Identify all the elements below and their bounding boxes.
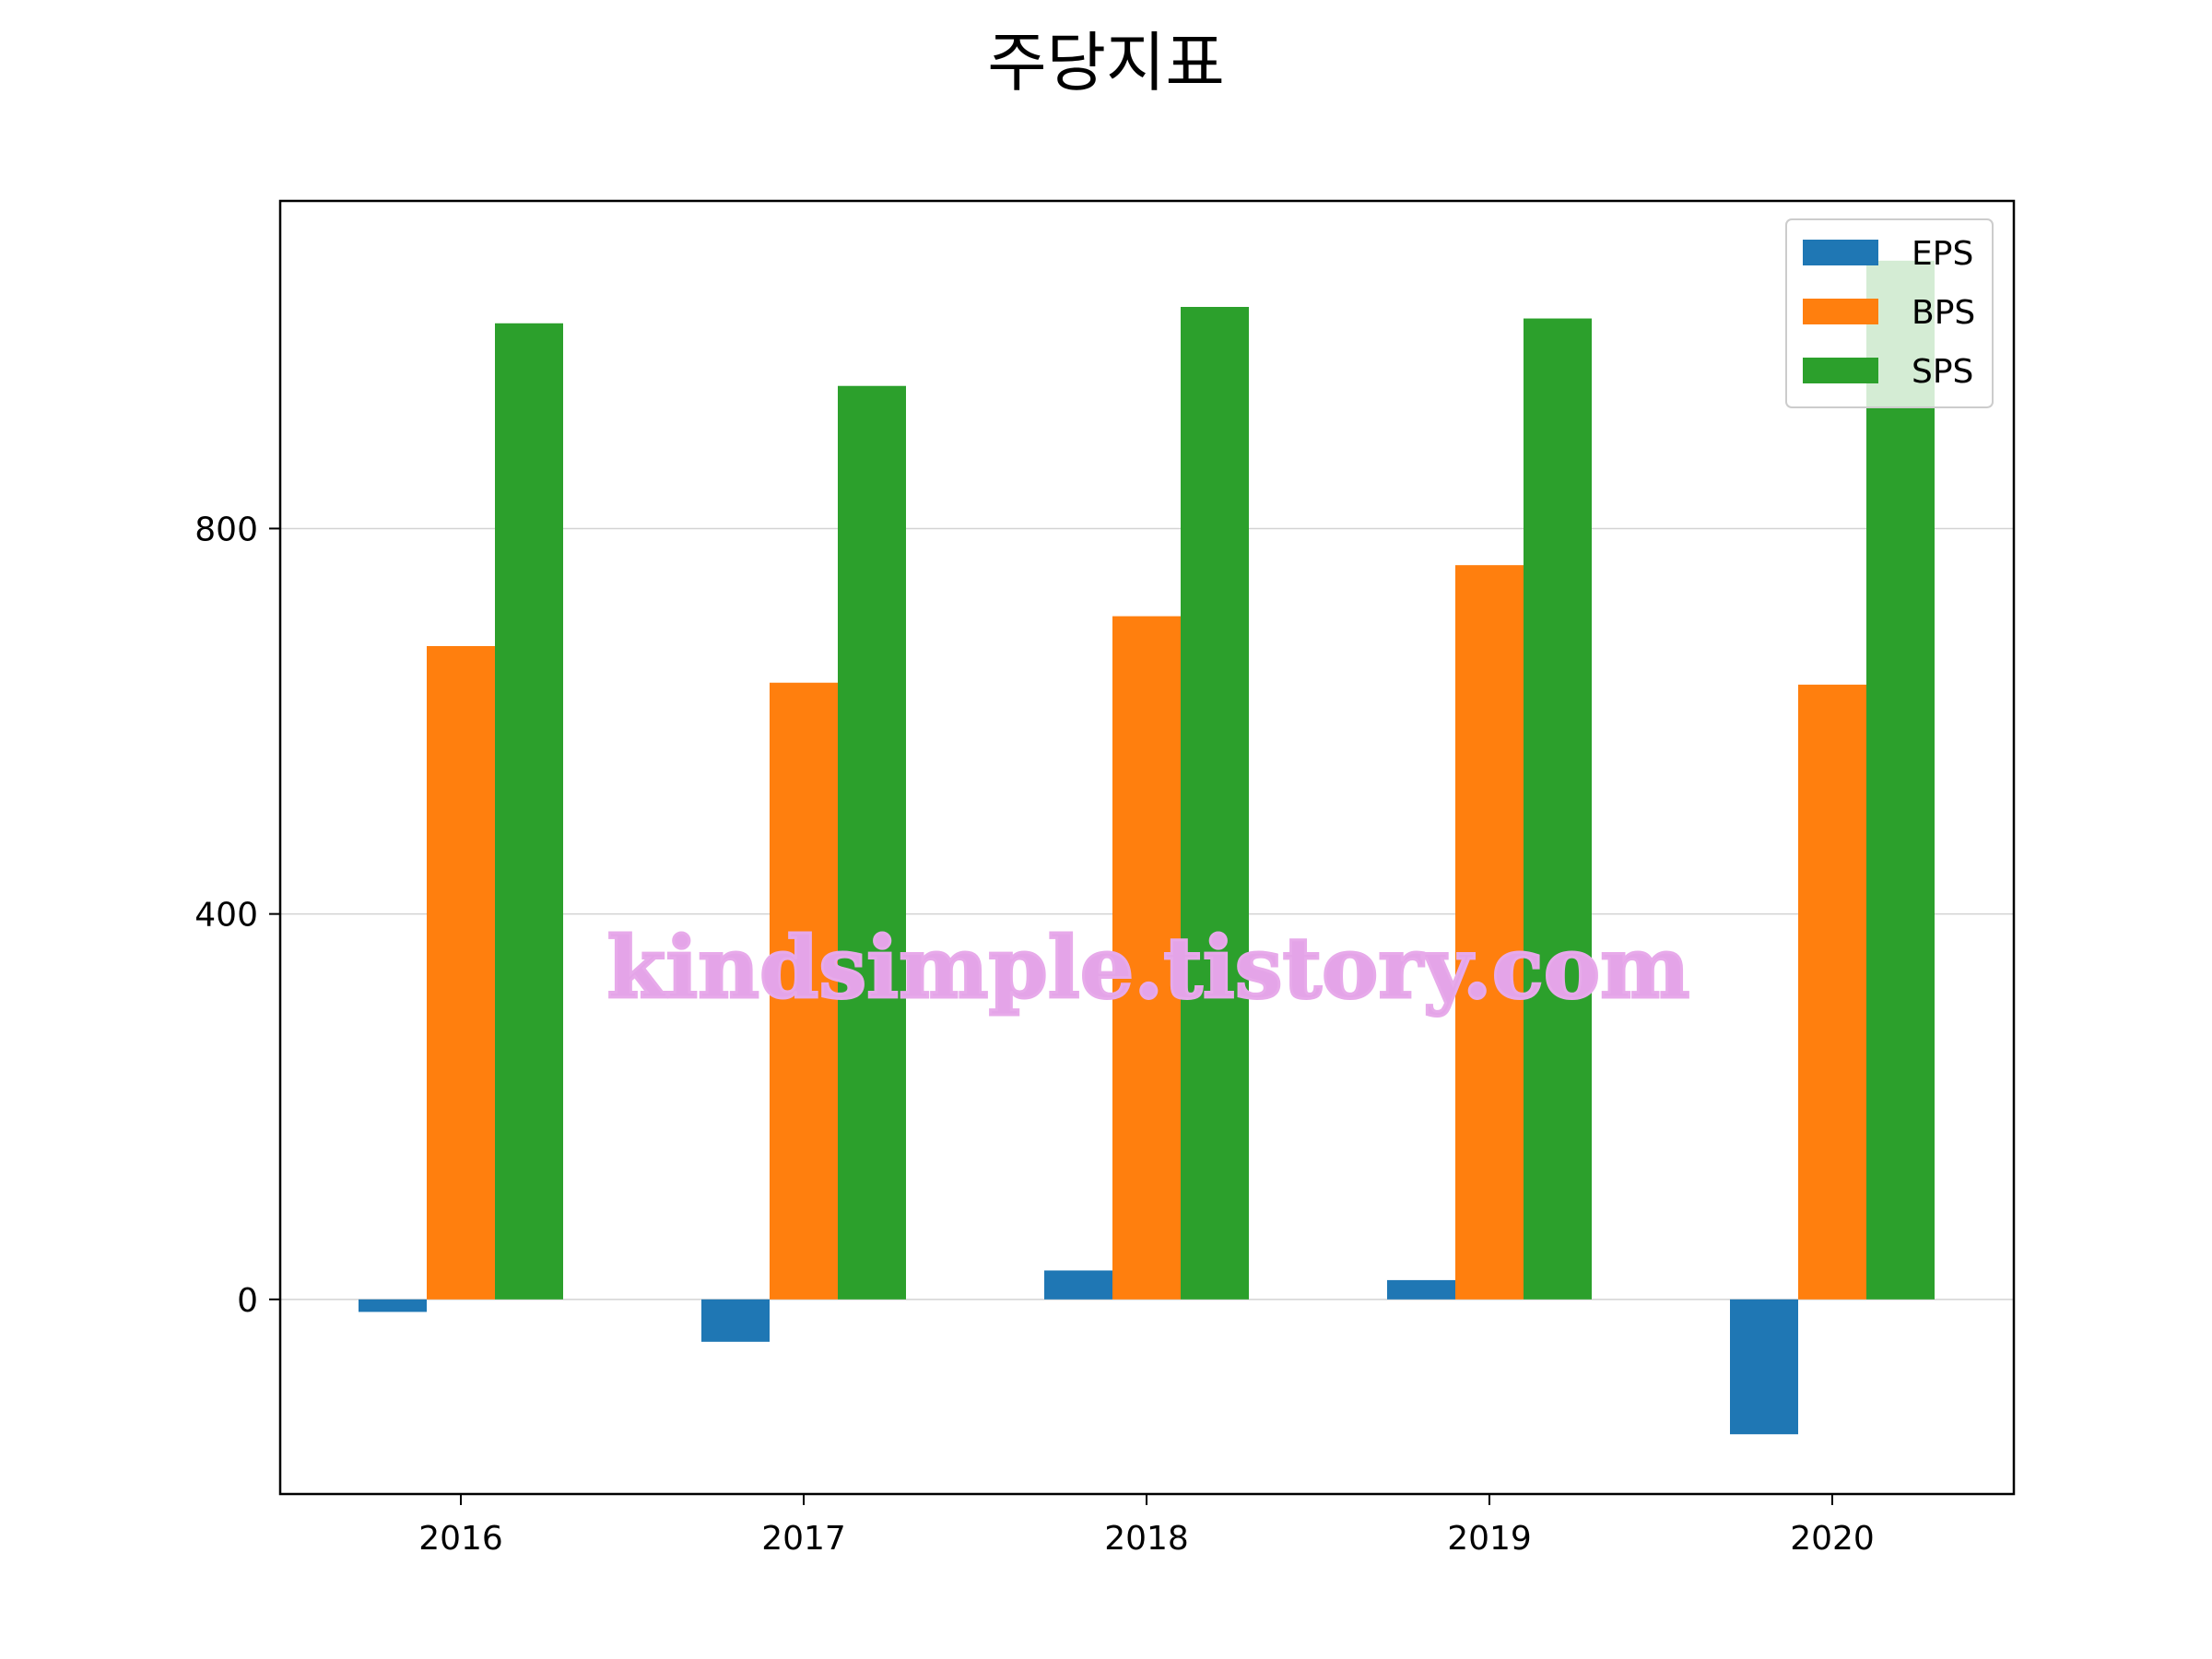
y-tick-label: 800 — [194, 511, 258, 548]
bar-eps-2017 — [701, 1299, 770, 1342]
chart-title: 주당지표 — [987, 25, 1225, 100]
y-tick-label: 400 — [194, 897, 258, 935]
bar-sps-2019 — [1524, 318, 1592, 1300]
y-axis: 0 400 800 — [194, 511, 280, 1320]
x-tick-label: 2017 — [761, 1520, 846, 1558]
legend-swatch-eps — [1803, 240, 1878, 265]
bar-sps-2016 — [495, 323, 563, 1300]
bar-eps-2020 — [1730, 1299, 1798, 1435]
bar-bps-2020 — [1798, 684, 1866, 1300]
x-axis: 2016 2017 2018 2019 2020 — [418, 1494, 1875, 1558]
bar-bps-2018 — [1112, 616, 1181, 1300]
bars — [359, 260, 1935, 1435]
bar-sps-2020 — [1866, 260, 1935, 1300]
legend: EPS BPS SPS — [1785, 218, 1994, 408]
x-tick-label: 2018 — [1104, 1520, 1189, 1558]
x-tick-label: 2016 — [418, 1520, 503, 1558]
bar-sps-2018 — [1181, 307, 1249, 1300]
legend-swatch-bps — [1803, 299, 1878, 324]
bar-eps-2016 — [359, 1299, 427, 1312]
bar-eps-2018 — [1044, 1270, 1112, 1300]
legend-label-eps: EPS — [1912, 235, 1973, 273]
bar-bps-2016 — [427, 646, 495, 1300]
bar-bps-2017 — [770, 682, 838, 1300]
x-tick-label: 2019 — [1447, 1520, 1532, 1558]
legend-swatch-sps — [1803, 358, 1878, 383]
watermark-text: kindsimple.tistory.com — [606, 918, 1689, 1018]
bar-eps-2019 — [1387, 1279, 1455, 1300]
legend-label-sps: SPS — [1912, 353, 1973, 391]
bar-bps-2019 — [1455, 565, 1524, 1300]
y-tick-label: 0 — [237, 1282, 258, 1320]
bar-sps-2017 — [838, 385, 906, 1300]
legend-label-bps: BPS — [1912, 294, 1975, 332]
x-tick-label: 2020 — [1790, 1520, 1875, 1558]
